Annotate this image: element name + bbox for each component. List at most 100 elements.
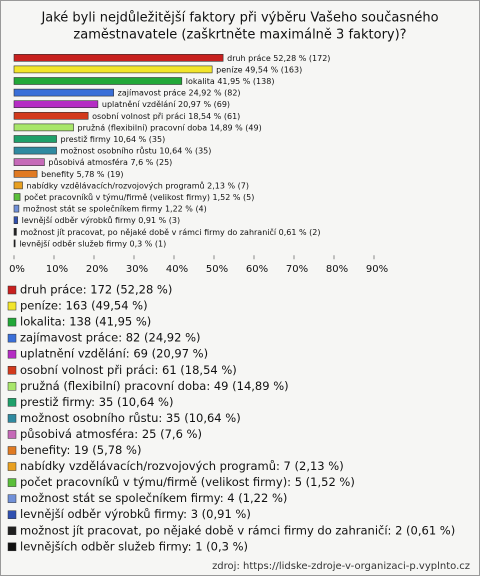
bar bbox=[13, 77, 183, 85]
x-tick-label: 40% bbox=[166, 264, 188, 275]
x-tick-label: 0% bbox=[9, 264, 25, 275]
bar-label: působivá atmosféra 7,6 % (25) bbox=[48, 157, 172, 167]
bar-label: prestiž firmy 10,64 % (35) bbox=[61, 135, 166, 144]
bar-label: uplatnění vzdělání 20,97 % (69) bbox=[102, 100, 230, 109]
legend-label: působivá atmosféra: 25 (7,6 %) bbox=[20, 427, 202, 441]
legend-label: prestiž firmy: 35 (10,64 %) bbox=[20, 395, 173, 409]
source: zdroj: https://lidske-zdroje-v-organizac… bbox=[212, 561, 470, 572]
chart-title: zaměstnavatele (zaškrtněte maximálně 3 f… bbox=[73, 28, 406, 43]
legend-swatch bbox=[7, 285, 17, 295]
bar-label: levnější odběr výrobků firmy 0,91 % (3) bbox=[22, 215, 181, 225]
bar-label: benefity 5,78 % (19) bbox=[41, 169, 123, 178]
legend-swatch bbox=[7, 333, 17, 343]
legend-swatch bbox=[7, 414, 17, 423]
value-label: 5,78 % (19) bbox=[77, 169, 124, 178]
value-label: 10,64 % (35) bbox=[159, 146, 211, 155]
x-tick-label: 80% bbox=[326, 264, 348, 275]
bar bbox=[13, 181, 23, 190]
legend-swatch bbox=[7, 542, 17, 552]
category-label: pružná (flexibilní) pracovní doba bbox=[78, 123, 208, 132]
category-label: možnost osobního růstu bbox=[61, 145, 157, 155]
bar bbox=[13, 204, 20, 213]
legend-label: osobní volnost při práci: 61 (18,54 %) bbox=[20, 363, 237, 377]
bar bbox=[13, 100, 99, 108]
value-label: 0,61 % (2) bbox=[279, 227, 321, 236]
legend-swatch bbox=[7, 494, 17, 503]
bar bbox=[13, 65, 213, 74]
value-label: 2,13 % (7) bbox=[207, 181, 249, 190]
bar-label: nabídky vzdělávacích/rozvojových program… bbox=[27, 180, 250, 190]
legend-label: druh práce: 172 (52,28 %) bbox=[20, 283, 172, 297]
bar-label: počet pracovníků v týmu/firmě (velikost … bbox=[24, 192, 254, 202]
legend-label: levnější odběr výrobků firmy: 3 (0,91 %) bbox=[20, 507, 251, 521]
category-label: působivá atmosféra bbox=[48, 157, 128, 167]
x-tick-label: 10% bbox=[46, 264, 68, 275]
bar bbox=[13, 135, 57, 143]
legend-swatch bbox=[7, 349, 17, 359]
legend-swatch bbox=[7, 317, 17, 327]
legend-label: zajímavost práce: 82 (24,92 %) bbox=[20, 331, 201, 345]
value-label: 18,54 % (61) bbox=[188, 111, 240, 120]
legend-swatch bbox=[7, 478, 17, 487]
bar-label: osobní volnost při práci 18,54 % (61) bbox=[92, 111, 240, 120]
bar-label: peníze 49,54 % (163) bbox=[216, 65, 302, 74]
category-label: levnější odběr služeb firmy bbox=[19, 238, 127, 248]
bar-label: zajímavost práce 24,92 % (82) bbox=[118, 88, 241, 97]
legend-swatch bbox=[7, 462, 17, 471]
x-tick-label: 70% bbox=[286, 264, 308, 275]
category-label: možnost stát se společníkem firmy bbox=[23, 203, 163, 213]
value-label: 1,52 % (5) bbox=[213, 193, 255, 202]
category-label: levnější odběr výrobků firmy bbox=[22, 215, 136, 225]
category-label: osobní volnost při práci bbox=[92, 111, 186, 120]
value-label: 24,92 % (82) bbox=[189, 88, 241, 97]
legend-label: benefity: 19 (5,78 %) bbox=[20, 443, 141, 457]
value-label: 41,95 % (138) bbox=[217, 77, 274, 86]
category-label: zajímavost práce bbox=[118, 88, 186, 97]
bar-label: možnost osobního růstu 10,64 % (35) bbox=[61, 145, 212, 155]
category-label: nabídky vzdělávacích/rozvojových program… bbox=[27, 180, 205, 190]
legend-swatch bbox=[7, 398, 17, 407]
value-label: 0,3 % (1) bbox=[129, 239, 166, 248]
bar bbox=[13, 158, 45, 166]
bar bbox=[13, 112, 89, 120]
legend-label: možnost jít pracovat, po nějaké době v r… bbox=[20, 523, 455, 537]
bar bbox=[13, 239, 16, 248]
bar-label: levnější odběr služeb firmy 0,3 % (1) bbox=[19, 238, 166, 248]
x-tick-label: 60% bbox=[246, 264, 268, 275]
legend-label: levnějších odběr služeb firmy: 1 (0,3 %) bbox=[20, 539, 248, 553]
x-tick-label: 20% bbox=[86, 264, 108, 275]
legend-label: peníze: 163 (49,54 %) bbox=[20, 299, 148, 313]
bar-label: pružná (flexibilní) pracovní doba 14,89 … bbox=[78, 123, 262, 132]
legend-label: počet pracovníků v týmu/firmě (velikost … bbox=[20, 475, 355, 489]
legend-swatch bbox=[7, 526, 17, 535]
bar bbox=[13, 193, 21, 201]
value-label: 49,54 % (163) bbox=[245, 65, 302, 74]
bar bbox=[13, 53, 224, 62]
category-label: počet pracovníků v týmu/firmě (velikost … bbox=[24, 192, 210, 202]
x-tick-label: 50% bbox=[206, 264, 228, 275]
value-label: 7,6 % (25) bbox=[130, 158, 172, 167]
bar bbox=[13, 170, 38, 178]
bar-label: možnost jít pracovat, po nějaké době v r… bbox=[20, 226, 320, 236]
category-label: lokalita bbox=[186, 77, 215, 86]
bar bbox=[13, 146, 57, 155]
bar bbox=[13, 216, 18, 224]
legend-swatch bbox=[7, 301, 17, 311]
value-label: 1,22 % (4) bbox=[165, 204, 207, 213]
legend-swatch bbox=[7, 430, 17, 439]
value-label: 10,64 % (35) bbox=[113, 135, 165, 144]
bar bbox=[13, 228, 17, 236]
value-label: 20,97 % (69) bbox=[178, 100, 230, 109]
value-label: 14,89 % (49) bbox=[210, 123, 262, 132]
category-label: uplatnění vzdělání bbox=[102, 100, 176, 109]
bar-label: druh práce 52,28 % (172) bbox=[227, 53, 330, 62]
legend-swatch bbox=[7, 366, 17, 375]
value-label: 52,28 % (172) bbox=[273, 53, 330, 62]
category-label: prestiž firmy bbox=[61, 135, 111, 144]
legend-label: pružná (flexibilní) pracovní doba: 49 (1… bbox=[20, 379, 289, 393]
legend-label: lokalita: 138 (41,95 %) bbox=[20, 315, 151, 329]
legend-label: nabídky vzdělávacích/rozvojových program… bbox=[20, 459, 344, 473]
x-tick-label: 30% bbox=[126, 264, 148, 275]
category-label: peníze bbox=[216, 65, 242, 74]
